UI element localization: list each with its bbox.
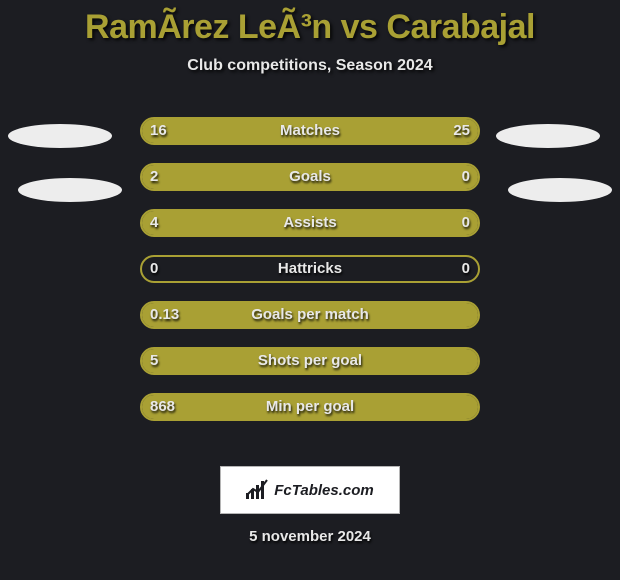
stat-row: Assists40 <box>0 209 620 237</box>
stat-bar-track <box>140 393 480 421</box>
stat-row: Hattricks00 <box>0 255 620 283</box>
logo-trend-icon <box>246 477 268 499</box>
stat-row: Shots per goal5 <box>0 347 620 375</box>
logo-text: FcTables.com <box>274 482 373 499</box>
stat-bar-track <box>140 255 480 283</box>
source-logo: FcTables.com <box>220 466 400 514</box>
stat-bar-left <box>142 303 478 327</box>
stats-area: Matches1625 Goals20 Assists40 Hattricks00 Go… <box>0 117 620 421</box>
stat-bar-right <box>273 119 478 143</box>
stat-row: Matches1625 <box>0 117 620 145</box>
stat-bar-left <box>142 395 478 419</box>
stat-bar-left <box>142 349 478 373</box>
stat-bar-track <box>140 301 480 329</box>
comparison-subtitle: Club competitions, Season 2024 <box>0 57 620 75</box>
stat-bar-left <box>142 211 397 235</box>
date-text: 5 november 2024 <box>0 528 620 545</box>
stat-bar-left <box>142 165 397 189</box>
stat-bar-track <box>140 209 480 237</box>
comparison-title: RamÃ­rez LeÃ³n vs Carabajal <box>0 0 620 47</box>
stat-bar-right <box>397 165 478 189</box>
stat-row: Goals per match0.13 <box>0 301 620 329</box>
stat-bar-track <box>140 117 480 145</box>
stat-bar-track <box>140 347 480 375</box>
stat-bar-left <box>142 119 273 143</box>
stat-row: Min per goal868 <box>0 393 620 421</box>
stat-bar-right <box>397 211 478 235</box>
stat-row: Goals20 <box>0 163 620 191</box>
stat-bar-track <box>140 163 480 191</box>
